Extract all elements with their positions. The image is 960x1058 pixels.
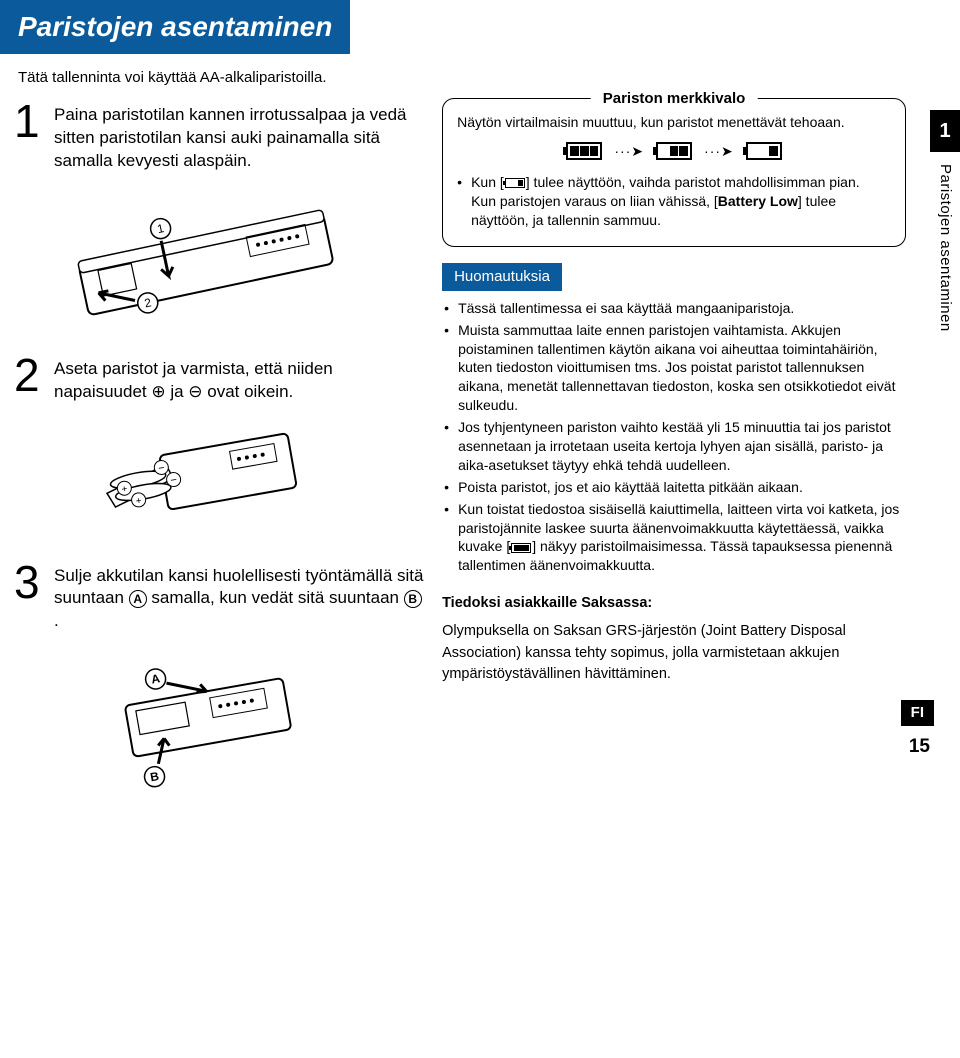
device-close-illustration: A B [84,649,304,799]
battery-full-inline-icon [511,543,531,553]
germany-notice: Tiedoksi asiakkaille Saksassa: Olympukse… [442,593,906,686]
device-open-illustration: 1 2 [50,189,370,329]
battery-full-icon [566,142,602,160]
chapter-number: 1 [930,110,960,152]
page-title: Paristojen asentaminen [0,0,350,54]
battery-low-icon [746,142,782,160]
battery-low-inline-icon [505,178,525,188]
right-column: 1 Paristojen asentaminen Pariston merkki… [442,98,946,818]
text: Kun paristojen varaus on liian vähissä, … [471,193,718,209]
label-a: A [129,590,147,608]
chapter-label: Paristojen asentaminen [935,152,955,332]
list-item: Jos tyhjentyneen pariston vaihto kestää … [442,418,906,475]
step-text: Aseta paristot ja varmista, että niiden … [54,352,424,404]
language-badge: FI [901,700,934,726]
notes-header: Huomautuksia [442,263,562,291]
page-number: 15 [909,734,934,760]
germany-body: Olympuksella on Saksan GRS-järjestön (Jo… [442,621,906,686]
notes-list: Tässä tallentimessa ei saa käyttää manga… [442,291,906,575]
step-text: Paina paristotilan kannen irrotussalpaa … [54,98,424,173]
battery-indicator-box: Pariston merkkivalo Näytön virtailmaisin… [442,98,906,246]
arrow-icon: ···➤ [614,142,644,161]
text-bold: Battery Low [718,193,798,209]
step-text: Sulje akkutilan kansi huolellisesti työn… [54,559,424,634]
battery-mid-icon [656,142,692,160]
list-item: Tässä tallentimessa ei saa käyttää manga… [442,299,906,318]
list-item: Poista paristot, jos et aio käyttää lait… [442,478,906,497]
box-title: Pariston merkkivalo [591,89,758,109]
page-footer: FI 15 [442,686,946,760]
battery-level-icons: ···➤ ···➤ [457,142,891,161]
list-item: Kun [ ] tulee näyttöön, vaihda paristot m… [457,173,891,230]
indicator-list: Kun [ ] tulee näyttöön, vaihda paristot m… [457,173,891,230]
left-column: 1 Paina paristotilan kannen irrotussalpa… [14,98,424,818]
step-1: 1 Paina paristotilan kannen irrotussalpa… [14,98,424,173]
step-number: 3 [14,559,54,605]
label-b: B [404,590,422,608]
text: Kun [ [471,174,504,190]
list-item: Muista sammuttaa laite ennen paristojen … [442,321,906,415]
step-2: 2 Aseta paristot ja varmista, että niide… [14,352,424,404]
step-number: 2 [14,352,54,398]
step-3: 3 Sulje akkutilan kansi huolellisesti ty… [14,559,424,634]
battery-insert-illustration: + + − − [84,420,304,540]
arrow-icon: ···➤ [704,142,734,161]
text: . [54,611,59,630]
text: ] tulee näyttöön, vaihda paristot mahdol… [526,174,860,190]
germany-title: Tiedoksi asiakkaille Saksassa: [442,593,906,615]
list-item: Kun toistat tiedostoa sisäisellä kaiutti… [442,500,906,576]
notes-box: Huomautuksia Tässä tallentimessa ei saa … [442,263,906,576]
intro-text: Tätä tallenninta voi käyttää AA-alkalipa… [0,68,960,88]
main-columns: 1 Paina paristotilan kannen irrotussalpa… [0,98,960,818]
chapter-tab: 1 Paristojen asentaminen [930,110,960,332]
step-number: 1 [14,98,54,144]
indicator-text: Näytön virtailmaisin muuttuu, kun parist… [457,113,891,132]
text: samalla, kun vedät sitä suuntaan [147,588,404,607]
